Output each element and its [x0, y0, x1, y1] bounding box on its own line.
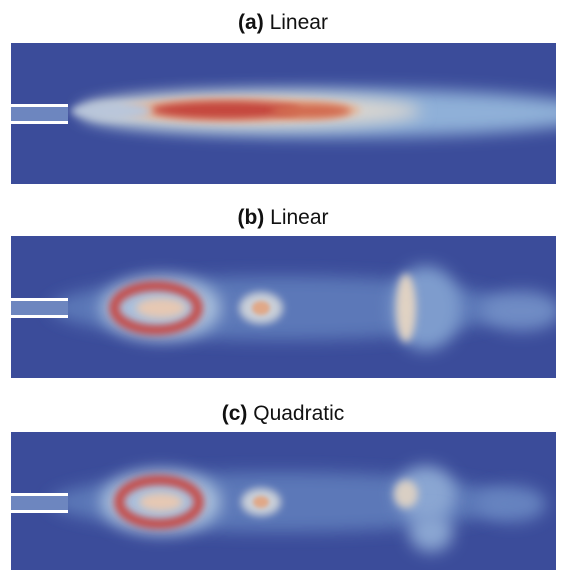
panel-title: (a) Linear: [238, 11, 328, 34]
panel-title: (b) Linear: [237, 206, 328, 229]
page: (a) Linear (b) Linear (c) Quadratic: [0, 0, 566, 571]
figure: (a) Linear (b) Linear (c) Quadratic: [0, 0, 566, 571]
panel-label: (a): [238, 11, 264, 34]
field-plot: [11, 236, 561, 378]
panel-label: (c): [222, 402, 248, 425]
field-plot: [11, 43, 566, 184]
field-plot: [11, 432, 556, 570]
panel-name: Quadratic: [253, 402, 344, 425]
panel-name: Linear: [270, 206, 328, 229]
panel-title: (c) Quadratic: [222, 402, 345, 425]
panel-name: Linear: [270, 11, 328, 34]
panel-label: (b): [237, 206, 264, 229]
